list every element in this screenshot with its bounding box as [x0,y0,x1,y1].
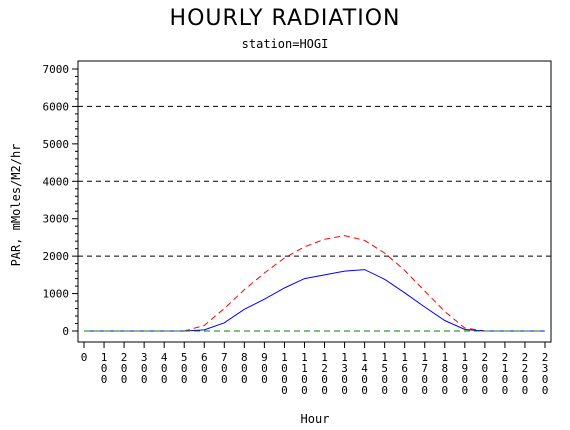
chart-title: HOURLY RADIATION [169,6,401,31]
y-tick-label: 4000 [43,175,70,188]
series-line-1 [84,235,545,332]
reference-lines [78,105,551,257]
y-tick-label: 1000 [43,288,70,301]
plot-frame [77,60,552,343]
chart-subtitle: station=HOGI [241,37,329,51]
y-tick-label: 6000 [43,100,70,113]
x-axis: 0 1 0 0 2 0 0 3 0 0 4 0 0 5 0 0 6 0 0 7 0 0 8 0 0 9 0 0 1 0 0 0 1 1 0 0 1 2 0 0… [81,342,549,397]
y-tick-label: 3000 [43,213,70,226]
x-tick-label: 0 [81,351,88,364]
y-axis: 0 1000 2000 3000 4000 5000 6000 7000 [43,63,78,338]
series-lines [84,235,545,332]
y-tick-label: 5000 [43,138,70,151]
y-tick-label: 0 [62,325,69,338]
x-axis-label: Hour [300,412,330,426]
y-tick-label: 2000 [43,250,70,263]
y-tick-label: 7000 [43,63,70,76]
series-line-2 [84,269,545,332]
